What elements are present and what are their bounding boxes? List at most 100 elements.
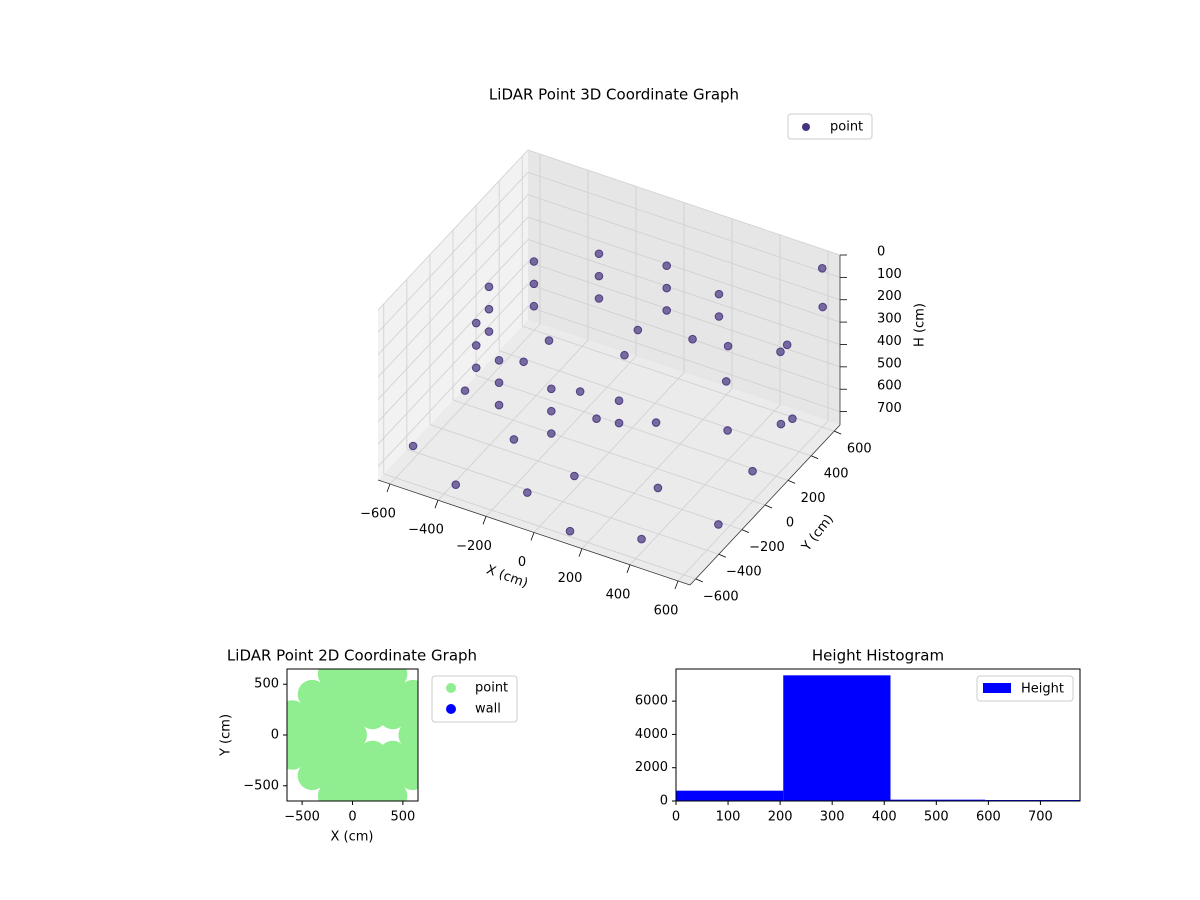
x-tick-label: 200 <box>558 571 583 586</box>
tick-mark <box>674 580 679 590</box>
axis-line <box>689 424 841 586</box>
point <box>398 761 418 791</box>
point <box>378 740 408 770</box>
point <box>547 406 556 416</box>
z-tick-label: 100 <box>877 267 902 282</box>
y-tick-label: 4000 <box>635 727 668 742</box>
x-tick-label: 500 <box>390 810 415 825</box>
point <box>594 249 604 259</box>
y-axis-label: Y (cm) <box>219 714 234 757</box>
x-tick-label: 700 <box>1028 810 1053 825</box>
grid-line <box>527 283 841 390</box>
point <box>547 384 556 394</box>
point <box>529 301 539 311</box>
tick-mark <box>718 553 727 558</box>
point <box>297 720 327 750</box>
x-tick-label: −400 <box>408 523 444 538</box>
tick-mark <box>787 480 796 484</box>
y-tick-label: 200 <box>801 491 826 506</box>
grid-line <box>527 306 841 412</box>
point <box>594 294 604 303</box>
point <box>338 720 367 750</box>
y-tick-label: 500 <box>254 677 279 692</box>
point <box>338 679 367 709</box>
x-tick-label: −600 <box>360 507 396 522</box>
grid-line <box>383 473 696 580</box>
y-tick-label: −600 <box>703 589 739 604</box>
legend-label: Height <box>1021 682 1064 697</box>
tick-mark <box>482 516 487 525</box>
point <box>297 700 327 730</box>
point <box>378 679 408 709</box>
z-tick-label: 200 <box>877 289 902 304</box>
y-tick-label: −400 <box>726 565 762 580</box>
point <box>358 740 388 770</box>
grid-line <box>527 239 841 345</box>
chart-title: Height Histogram <box>812 647 944 665</box>
x-tick-label: 200 <box>768 810 793 825</box>
point <box>614 396 624 406</box>
x-tick-label: 400 <box>606 587 631 602</box>
point <box>776 419 786 429</box>
point <box>484 282 494 292</box>
point <box>519 357 528 367</box>
legend-marker <box>446 683 456 693</box>
y-tick-label: 600 <box>847 442 872 457</box>
point <box>651 418 661 427</box>
grid-line <box>377 239 529 400</box>
legend-marker <box>802 123 810 131</box>
y-tick-label: 0 <box>660 794 668 809</box>
point <box>451 480 461 489</box>
point <box>317 720 347 750</box>
legend-box <box>787 113 873 140</box>
point <box>529 257 539 266</box>
plot-area <box>287 669 418 801</box>
point <box>575 387 585 396</box>
legend-label: wall <box>475 702 501 717</box>
point <box>723 426 732 435</box>
tick-mark <box>695 578 703 583</box>
grid-line <box>377 283 529 445</box>
x-tick-label: 400 <box>872 810 897 825</box>
point <box>317 761 347 791</box>
point <box>297 761 327 791</box>
grid-line <box>475 375 789 481</box>
point <box>317 679 347 709</box>
grid-line <box>429 424 743 530</box>
plot-frame <box>675 668 1081 802</box>
grid-line <box>452 399 766 506</box>
tick-mark <box>434 500 439 509</box>
tick-mark <box>834 430 842 435</box>
point <box>358 679 388 709</box>
point <box>776 347 785 357</box>
point <box>358 761 388 791</box>
chart-title: LiDAR Point 3D Coordinate Graph <box>489 86 739 104</box>
legend-marker <box>446 704 456 714</box>
grid-line <box>527 171 841 278</box>
y-tick-label: 6000 <box>635 694 668 709</box>
axis-line <box>377 479 691 586</box>
legend-marker <box>983 683 1011 693</box>
z-tick-label: 0 <box>877 245 885 260</box>
x-tick-label: 0 <box>672 810 680 825</box>
z-tick-label: 400 <box>877 334 902 349</box>
x-tick-label: −200 <box>456 539 492 554</box>
point <box>529 279 539 289</box>
y-tick-label: 0 <box>271 728 279 743</box>
x-tick-label: 300 <box>820 810 845 825</box>
point <box>471 363 481 373</box>
point <box>297 740 327 770</box>
point <box>494 356 504 365</box>
x-tick-label: −500 <box>284 810 320 825</box>
point <box>523 488 532 497</box>
bar <box>783 675 891 801</box>
point <box>378 700 408 730</box>
point <box>460 386 470 395</box>
legend-label: point <box>475 681 508 696</box>
point <box>338 740 367 770</box>
point <box>662 306 671 315</box>
point <box>721 377 731 386</box>
point <box>297 679 327 709</box>
point <box>714 289 724 299</box>
